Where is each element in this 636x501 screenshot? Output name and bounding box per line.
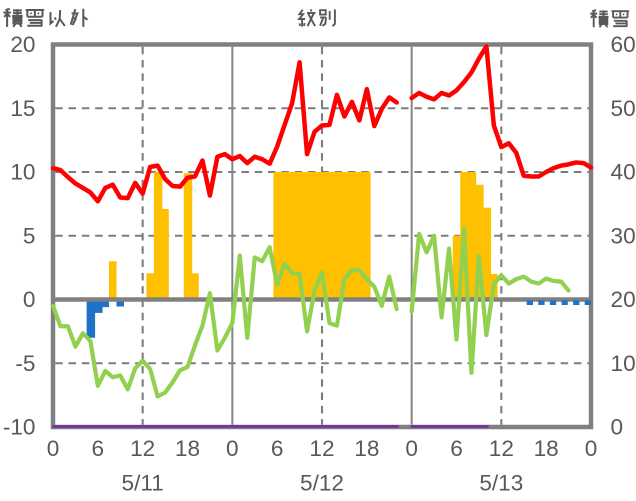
svg-text:5/11: 5/11 — [122, 471, 164, 496]
svg-text:6: 6 — [450, 436, 463, 461]
svg-text:5/13: 5/13 — [479, 471, 523, 496]
svg-text:0: 0 — [47, 436, 60, 461]
svg-text:0: 0 — [585, 436, 598, 461]
svg-text:50: 50 — [611, 96, 636, 121]
svg-text:0: 0 — [405, 436, 418, 461]
svg-text:5: 5 — [23, 223, 36, 248]
svg-text:20: 20 — [611, 287, 636, 312]
svg-text:12: 12 — [130, 436, 155, 461]
svg-text:0: 0 — [611, 415, 624, 440]
svg-text:0: 0 — [226, 436, 239, 461]
svg-text:-5: -5 — [15, 351, 35, 376]
svg-text:18: 18 — [354, 436, 379, 461]
svg-text:30: 30 — [611, 223, 636, 248]
svg-text:10: 10 — [10, 160, 35, 185]
svg-text:20: 20 — [10, 32, 35, 57]
svg-text:18: 18 — [175, 436, 200, 461]
svg-text:10: 10 — [611, 351, 636, 376]
svg-text:-10: -10 — [3, 415, 36, 440]
svg-text:15: 15 — [10, 96, 35, 121]
svg-text:40: 40 — [611, 160, 636, 185]
svg-text:6: 6 — [92, 436, 105, 461]
svg-text:60: 60 — [611, 32, 636, 57]
svg-text:12: 12 — [309, 436, 334, 461]
svg-text:6: 6 — [271, 436, 284, 461]
svg-text:18: 18 — [534, 436, 559, 461]
svg-text:12: 12 — [489, 436, 514, 461]
svg-text:0: 0 — [23, 287, 36, 312]
svg-text:5/12: 5/12 — [300, 471, 344, 496]
